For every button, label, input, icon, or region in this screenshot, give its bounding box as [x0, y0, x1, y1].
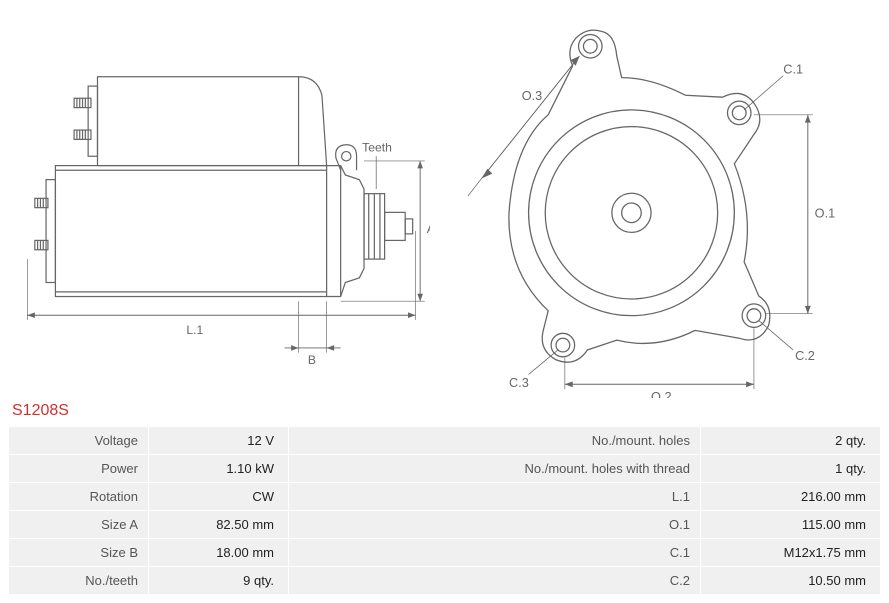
spec-row: Voltage12 VNo./mount. holes2 qty. [9, 427, 881, 455]
spec-label: Size A [9, 511, 149, 539]
label-teeth: Teeth [362, 141, 392, 155]
spec-label: Size B [9, 539, 149, 567]
label-C2: C.2 [795, 348, 815, 363]
spec-row: Size A82.50 mmO.1115.00 mm [9, 511, 881, 539]
side-view-diagram: Teeth A L.1 B [18, 8, 430, 398]
spec-value: M12x1.75 mm [701, 539, 881, 567]
label-B: B [308, 353, 316, 367]
spec-value: CW [149, 483, 289, 511]
spec-value: 10.50 mm [701, 567, 881, 595]
spec-value: 2 qty. [701, 427, 881, 455]
label-O1: O.1 [814, 206, 835, 221]
spec-row: RotationCWL.1216.00 mm [9, 483, 881, 511]
spec-table: Voltage12 VNo./mount. holes2 qty.Power1.… [8, 426, 881, 595]
label-O3: O.3 [521, 88, 542, 103]
spec-row: No./teeth9 qty.C.210.50 mm [9, 567, 881, 595]
spec-row: Size B18.00 mmC.1M12x1.75 mm [9, 539, 881, 567]
front-view-diagram: O.3 O.1 O.2 C.1 C.2 C.3 [460, 8, 872, 398]
spec-label: O.1 [289, 511, 701, 539]
label-C1: C.1 [783, 62, 803, 77]
spec-value: 1 qty. [701, 455, 881, 483]
spec-row: Power1.10 kWNo./mount. holes with thread… [9, 455, 881, 483]
spec-value: 216.00 mm [701, 483, 881, 511]
spec-value: 12 V [149, 427, 289, 455]
label-C3: C.3 [508, 375, 528, 390]
spec-value: 115.00 mm [701, 511, 881, 539]
spec-label: C.2 [289, 567, 701, 595]
spec-label: L.1 [289, 483, 701, 511]
spec-label: No./teeth [9, 567, 149, 595]
spec-value: 9 qty. [149, 567, 289, 595]
spec-label: Voltage [9, 427, 149, 455]
spec-label: Power [9, 455, 149, 483]
spec-value: 18.00 mm [149, 539, 289, 567]
part-code: S1208S [8, 398, 881, 426]
spec-label: No./mount. holes [289, 427, 701, 455]
spec-value: 82.50 mm [149, 511, 289, 539]
spec-label: Rotation [9, 483, 149, 511]
spec-value: 1.10 kW [149, 455, 289, 483]
spec-label: No./mount. holes with thread [289, 455, 701, 483]
label-A: A [427, 222, 430, 236]
label-L1: L.1 [186, 323, 203, 337]
technical-diagrams: Teeth A L.1 B [8, 8, 881, 398]
spec-label: C.1 [289, 539, 701, 567]
label-O2: O.2 [651, 389, 672, 398]
